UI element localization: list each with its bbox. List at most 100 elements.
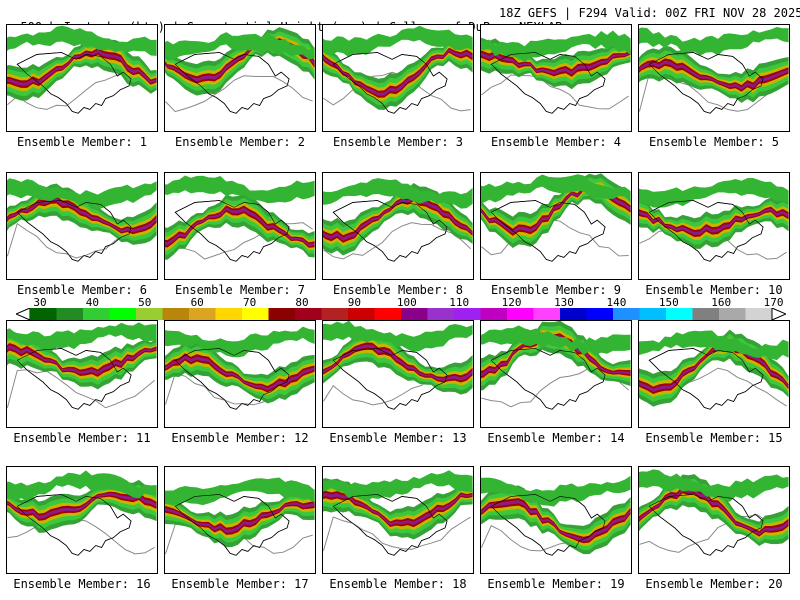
- colorbar-swatch: [454, 308, 481, 320]
- ensemble-member-label: Ensemble Member: 2: [174, 135, 306, 149]
- isotach-band: [165, 477, 315, 506]
- coastline: [16, 494, 132, 556]
- ensemble-map: [165, 175, 315, 262]
- ensemble-map: [323, 25, 473, 114]
- coastline: [490, 348, 606, 410]
- colorbar-swatch: [348, 308, 375, 320]
- colorbar-swatch: [268, 308, 296, 320]
- ensemble-map: [639, 329, 789, 410]
- ensemble-map: [639, 178, 789, 262]
- ensemble-map: [165, 326, 315, 410]
- colorbar-swatch: [56, 308, 84, 320]
- isotach-band: [639, 60, 789, 90]
- ensemble-map: [481, 321, 631, 410]
- colorbar-swatch: [215, 308, 243, 320]
- ensemble-panel: [480, 24, 632, 132]
- ensemble-member-label: Ensemble Member: 13: [329, 431, 467, 445]
- coastline: [174, 348, 290, 410]
- isotach-band: [323, 492, 473, 526]
- isotach-band: [165, 500, 315, 535]
- ensemble-member-label: Ensemble Member: 15: [645, 431, 783, 445]
- colorbar-swatch: [374, 308, 402, 320]
- coastline: [174, 494, 290, 556]
- colorbar-swatch: [719, 308, 746, 320]
- isotach-band: [323, 178, 473, 209]
- isotach-band: [165, 38, 315, 84]
- colorbar-swatch: [613, 308, 640, 320]
- ensemble-member-label: Ensemble Member: 14: [487, 431, 625, 445]
- coastline: [174, 52, 290, 114]
- ensemble-map: [7, 470, 157, 556]
- isotach-band: [323, 49, 473, 96]
- ensemble-panel: [164, 320, 316, 428]
- isotach-band: [323, 342, 473, 383]
- isotach-band: [7, 198, 157, 233]
- isotach-band: [481, 183, 631, 236]
- colorbar-swatch: [162, 308, 190, 320]
- isotach-band: [481, 500, 631, 542]
- ensemble-member-label: Ensemble Member: 9: [490, 283, 622, 297]
- wind-speed-colorbar: [16, 308, 786, 320]
- ensemble-panel: [6, 172, 158, 280]
- isotach-band: [639, 486, 789, 537]
- height-contour: [481, 74, 629, 110]
- isotach-band: [165, 326, 315, 358]
- ensemble-member-label: Ensemble Member: 3: [332, 135, 464, 149]
- ensemble-panel: [480, 466, 632, 574]
- ensemble-panel: [322, 24, 474, 132]
- ensemble-member-label: Ensemble Member: 5: [648, 135, 780, 149]
- ensemble-map: [165, 27, 315, 114]
- isotach-band: [639, 26, 789, 56]
- colorbar-tick-label: 140: [606, 296, 627, 309]
- ensemble-panel: [638, 24, 790, 132]
- ensemble-member-label: Ensemble Member: 18: [329, 577, 467, 591]
- isotach-band: [481, 174, 631, 203]
- colorbar-tick-label: 70: [242, 296, 257, 309]
- ensemble-panel: [164, 172, 316, 280]
- ensemble-map: [7, 25, 157, 114]
- coastline: [490, 200, 606, 262]
- isotach-band: [7, 335, 157, 385]
- coastline: [174, 200, 290, 262]
- isotach-band: [481, 498, 631, 544]
- ensemble-panel: [480, 172, 632, 280]
- coastline: [16, 52, 132, 114]
- height-contour: [165, 75, 313, 113]
- ensemble-member-label: Ensemble Member: 4: [490, 135, 622, 149]
- isotach-band: [481, 30, 631, 63]
- coastline: [648, 494, 764, 556]
- colorbar-swatch: [639, 308, 667, 320]
- colorbar-tick-label: 160: [711, 296, 732, 309]
- ensemble-member-label: Ensemble Member: 8: [332, 283, 464, 297]
- isotach-band: [323, 344, 473, 381]
- coastline: [648, 200, 764, 262]
- header-run-info: 18Z GEFS | F294 Valid: 00Z FRI NOV 28 20…: [499, 6, 800, 20]
- ensemble-member-label: Ensemble Member: 11: [13, 431, 151, 445]
- colorbar-swatch: [692, 308, 720, 320]
- ensemble-panel: [322, 320, 474, 428]
- ensemble-member-label: Ensemble Member: 16: [13, 577, 151, 591]
- coastline: [648, 348, 764, 410]
- colorbar-tick-label: 90: [347, 296, 362, 309]
- height-contour: [7, 369, 155, 409]
- isotach-band: [7, 470, 157, 501]
- ensemble-member-label: Ensemble Member: 12: [171, 431, 309, 445]
- isotach-band: [7, 491, 157, 521]
- isotach-band: [481, 47, 631, 81]
- colorbar-swatch: [136, 308, 163, 320]
- ensemble-panel: [6, 466, 158, 574]
- colorbar-swatch: [480, 308, 508, 320]
- colorbar-swatch: [533, 308, 561, 320]
- colorbar-swatch: [401, 308, 428, 320]
- ensemble-map: [481, 30, 631, 114]
- coastline: [332, 52, 448, 114]
- isotach-band: [639, 178, 789, 208]
- ensemble-panel: [6, 320, 158, 428]
- isotach-band: [7, 342, 157, 377]
- ensemble-panel: [638, 466, 790, 574]
- ensemble-map: [639, 26, 789, 114]
- isotach-band: [323, 470, 473, 501]
- isotach-band: [165, 32, 315, 61]
- colorbar-tick-label: 80: [295, 296, 309, 309]
- isotach-band: [7, 195, 157, 235]
